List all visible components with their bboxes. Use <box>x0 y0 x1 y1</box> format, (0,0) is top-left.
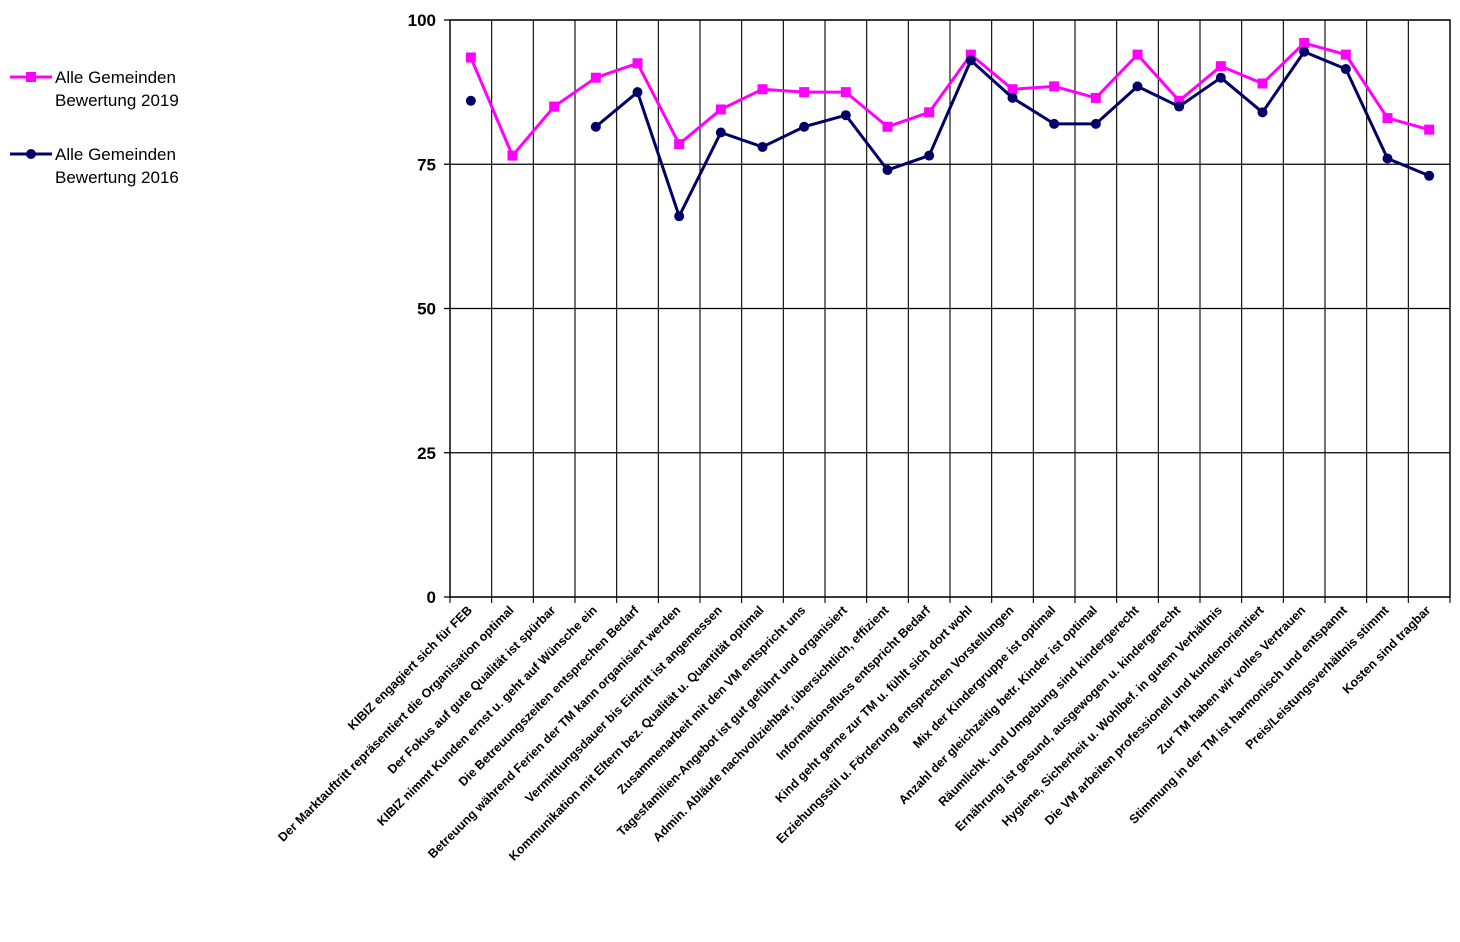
legend: Alle Gemeinden Bewertung 2019 Alle Gemeind… <box>10 68 179 187</box>
y-tick-label: 0 <box>427 588 436 607</box>
data-point <box>1132 49 1143 60</box>
data-point <box>549 101 560 112</box>
data-point <box>1007 84 1018 95</box>
data-point <box>799 87 810 98</box>
data-point <box>632 87 643 98</box>
data-point <box>1090 92 1101 103</box>
legend-marker <box>26 72 36 82</box>
x-tick-label: Vermittlungsdauer bis Eintritt ist angem… <box>523 603 725 805</box>
y-tick-label: 100 <box>408 11 436 30</box>
data-point <box>965 55 976 66</box>
data-point <box>757 84 768 95</box>
data-point <box>507 150 518 161</box>
x-tick-label: Zur TM haben wir volles Vertrauen <box>1154 603 1308 757</box>
x-tick-label: Anzahl der gleichzeitig betr. Kinder ist… <box>896 603 1100 807</box>
data-point <box>590 121 601 132</box>
data-point <box>1049 81 1060 92</box>
x-tick-label: Kind geht gerne zur TM u. fühlt sich dor… <box>773 603 975 805</box>
data-point <box>465 95 476 106</box>
data-point <box>840 87 851 98</box>
legend-label: Bewertung 2019 <box>55 91 179 110</box>
data-point <box>674 139 685 150</box>
data-point <box>1049 118 1060 129</box>
legend-label: Alle Gemeinden <box>55 145 176 164</box>
grid-lines <box>444 19 1451 603</box>
data-point <box>1424 124 1435 135</box>
series-1 <box>465 38 1435 161</box>
data-point <box>799 121 810 132</box>
data-point <box>1215 61 1226 72</box>
data-point <box>882 165 893 176</box>
data-point <box>1090 118 1101 129</box>
x-tick-label: Informationsfluss entspricht Bedarf <box>774 603 934 763</box>
data-point <box>1299 46 1310 57</box>
data-point <box>965 49 976 60</box>
data-point <box>1007 92 1018 103</box>
y-tick-label: 25 <box>417 444 436 463</box>
data-point <box>674 211 685 222</box>
data-point <box>1215 72 1226 83</box>
data-point <box>1257 78 1268 89</box>
data-point <box>1340 49 1351 60</box>
data-point <box>1132 81 1143 92</box>
y-tick-label: 75 <box>417 155 436 174</box>
legend-label: Alle Gemeinden <box>55 68 176 87</box>
data-point <box>632 58 643 69</box>
data-point <box>924 150 935 161</box>
legend-marker <box>26 149 36 159</box>
data-point <box>590 72 601 83</box>
data-point <box>465 52 476 63</box>
legend-label: Bewertung 2016 <box>55 168 179 187</box>
data-point <box>1174 101 1185 112</box>
y-tick-label: 50 <box>417 300 436 319</box>
data-point <box>757 141 768 152</box>
data-point <box>1257 107 1268 118</box>
data-point <box>882 121 893 132</box>
data-point <box>1299 38 1310 49</box>
data-point <box>924 107 935 118</box>
data-point <box>1424 170 1435 181</box>
series-line <box>469 41 1430 158</box>
data-point <box>1340 64 1351 75</box>
data-point <box>715 104 726 115</box>
data-point <box>715 127 726 138</box>
data-point <box>840 110 851 121</box>
series-2 <box>465 46 1435 222</box>
data-point <box>1174 95 1185 106</box>
plot-area-border <box>449 19 1451 598</box>
data-point <box>1382 153 1393 164</box>
data-point <box>1382 113 1393 124</box>
